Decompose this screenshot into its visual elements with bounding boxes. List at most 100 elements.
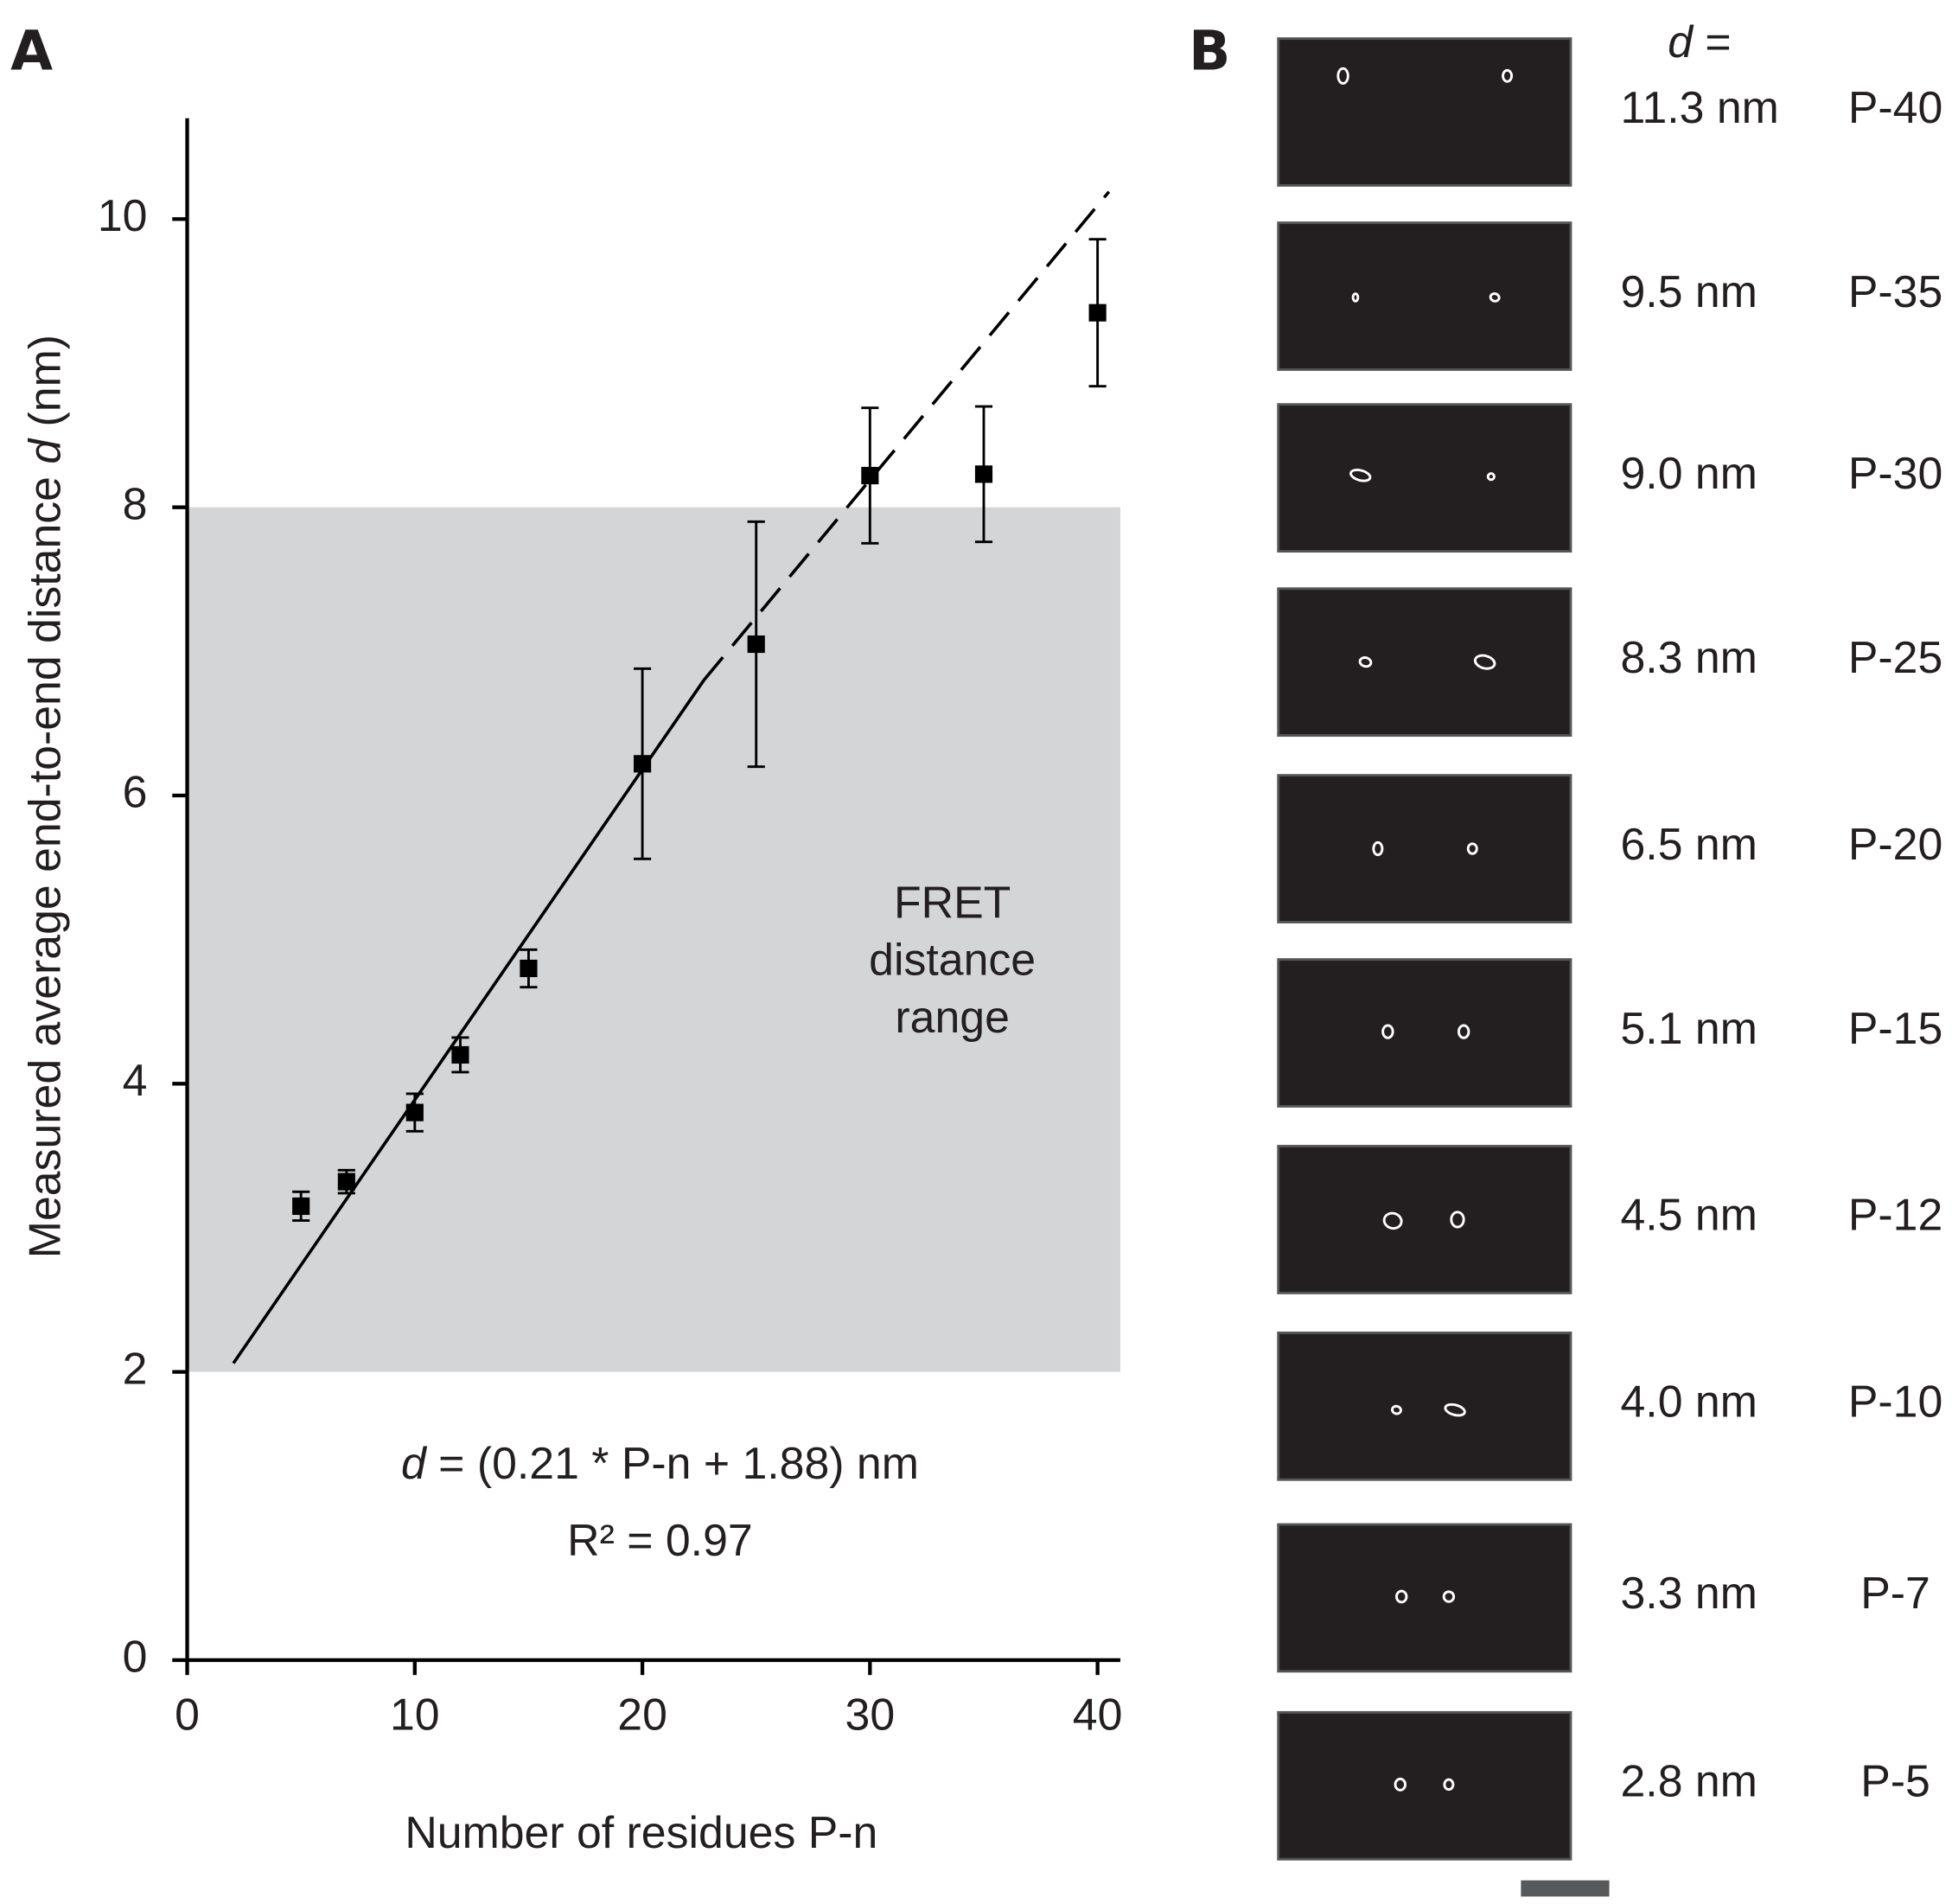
distance-label: 5.1 nm <box>1621 1003 1757 1053</box>
image-frame <box>1277 1523 1572 1673</box>
distance-label: 4.5 nm <box>1621 1190 1757 1240</box>
distance-label: 8.3 nm <box>1621 632 1757 682</box>
y-tick-label: 8 <box>123 478 148 528</box>
construct-label: P-30 <box>1848 448 1942 498</box>
spot <box>1473 654 1496 670</box>
data-point <box>974 465 993 483</box>
y-tick-label: 10 <box>98 190 148 240</box>
spot <box>1391 1404 1402 1415</box>
image-frame <box>1277 958 1572 1108</box>
image-frame <box>1277 587 1572 738</box>
panel-b-header-part: d <box>1668 16 1694 67</box>
fit-equation-part: = (0.21 * P-n + 1.88) nm <box>426 1438 919 1488</box>
spot <box>1382 1211 1403 1230</box>
data-point <box>747 635 765 654</box>
shade-label: distance <box>869 935 1036 985</box>
panel-label: A <box>10 19 53 83</box>
x-axis-label: Number of residues P-n <box>405 1807 877 1857</box>
micrograph <box>1277 1331 1572 1481</box>
construct-label: P-25 <box>1848 632 1942 682</box>
construct-label: P-12 <box>1848 1190 1942 1240</box>
data-point <box>337 1172 355 1191</box>
fit-equation-part: d <box>401 1438 428 1488</box>
data-point <box>292 1197 310 1216</box>
micrograph <box>1277 221 1572 371</box>
data-point <box>520 959 538 978</box>
construct-label: P-7 <box>1860 1568 1930 1618</box>
fret-range <box>187 507 1120 1372</box>
fit-equation: d = (0.21 * P-n + 1.88) nm <box>401 1438 919 1488</box>
spot <box>1358 656 1373 668</box>
micrograph <box>1277 1523 1572 1673</box>
y-axis-label-part: (nm) <box>20 335 70 439</box>
image-frame <box>1277 221 1572 371</box>
x-tick-label: 20 <box>617 1690 667 1740</box>
construct-label: P-15 <box>1848 1003 1942 1053</box>
y-tick-label: 6 <box>123 767 148 817</box>
construct-label: P-35 <box>1848 266 1942 316</box>
data-point <box>405 1103 424 1121</box>
image-frame <box>1277 1145 1572 1294</box>
spot <box>1466 842 1478 855</box>
image-frame <box>1277 774 1572 923</box>
distance-label: 11.3 nm <box>1621 82 1779 132</box>
panel-b-header: d = <box>1668 16 1731 67</box>
construct-label: P-40 <box>1848 82 1942 132</box>
micrograph <box>1277 774 1572 923</box>
fit-line <box>232 679 705 1364</box>
x-tick-label: 30 <box>845 1690 896 1740</box>
shade-label: range <box>895 992 1009 1042</box>
micrograph <box>1277 1145 1572 1294</box>
distance-label: 9.0 nm <box>1621 448 1757 498</box>
x-tick-label: 40 <box>1073 1690 1123 1740</box>
spot <box>1336 67 1349 85</box>
micrograph <box>1277 403 1572 553</box>
distance-label: 6.5 nm <box>1621 819 1757 869</box>
construct-label: P-5 <box>1860 1756 1930 1806</box>
distance-label: 2.8 nm <box>1621 1756 1757 1806</box>
micrograph <box>1277 587 1572 738</box>
r-squared: R² = 0.97 <box>567 1515 753 1565</box>
data-point <box>451 1045 469 1064</box>
spot <box>1349 469 1372 482</box>
shade-label: FRET <box>894 877 1011 927</box>
spot <box>1444 1402 1466 1417</box>
scale-bar <box>1521 1880 1610 1897</box>
spot <box>1351 292 1360 303</box>
panel-label: B <box>1189 19 1230 83</box>
image-frame <box>1277 1710 1572 1861</box>
spot <box>1442 1590 1456 1603</box>
construct-label: P-20 <box>1848 819 1942 869</box>
spot <box>1450 1211 1465 1229</box>
spot <box>1489 292 1501 303</box>
spot <box>1395 1589 1408 1604</box>
y-tick-label: 2 <box>123 1343 148 1393</box>
image-frame <box>1277 1331 1572 1481</box>
distance-label: 3.3 nm <box>1621 1568 1757 1618</box>
data-point <box>634 755 652 773</box>
data-point <box>1088 303 1107 322</box>
data-point <box>861 466 879 485</box>
panel-b-header-part: = <box>1693 16 1732 67</box>
y-axis-label: Measured average end-to-end distance d (… <box>20 335 70 1258</box>
spot <box>1457 1024 1470 1039</box>
micrograph <box>1277 37 1572 187</box>
y-tick-label: 4 <box>123 1055 148 1105</box>
y-tick-label: 0 <box>123 1632 148 1682</box>
image-frame <box>1277 37 1572 187</box>
spot <box>1381 1024 1394 1039</box>
image-frame <box>1277 403 1572 553</box>
x-tick-label: 10 <box>390 1690 440 1740</box>
spot <box>1486 472 1496 482</box>
x-tick-label: 0 <box>175 1690 200 1740</box>
spot <box>1502 68 1514 83</box>
construct-label: P-10 <box>1848 1377 1942 1427</box>
distance-label: 9.5 nm <box>1621 266 1757 316</box>
fit-line-extrapolated <box>702 190 1111 681</box>
y-axis-label-part: d <box>20 438 70 464</box>
spot <box>1394 1777 1407 1792</box>
spot <box>1443 1778 1455 1792</box>
y-axis-label-part: Measured average end-to-end distance <box>20 464 70 1259</box>
